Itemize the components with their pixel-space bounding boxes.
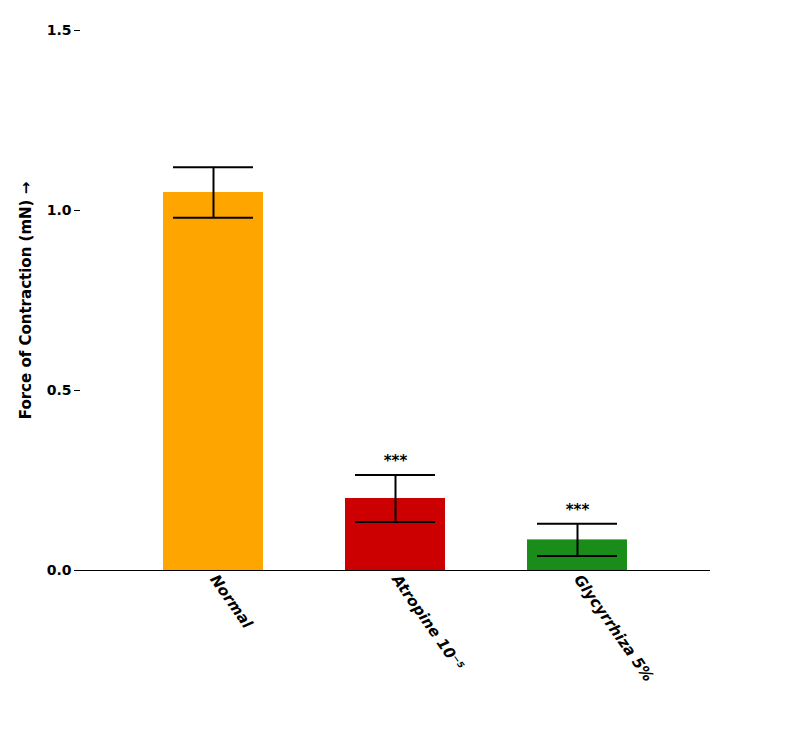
svg-text:Atropine 10⁻⁵: Atropine 10⁻⁵	[388, 570, 468, 674]
svg-text:***: ***	[384, 452, 408, 470]
svg-text:Force of Contraction (mN) →: Force of Contraction (mN) →	[17, 182, 35, 419]
svg-text:1.0: 1.0	[47, 202, 72, 218]
svg-text:1.5: 1.5	[47, 22, 72, 38]
svg-text:0.5: 0.5	[47, 382, 72, 398]
svg-text:Normal: Normal	[206, 571, 256, 632]
svg-text:0.0: 0.0	[47, 562, 72, 578]
svg-text:Glycyrrhiza 5%: Glycyrrhiza 5%	[570, 571, 657, 685]
svg-text:***: ***	[566, 501, 590, 519]
